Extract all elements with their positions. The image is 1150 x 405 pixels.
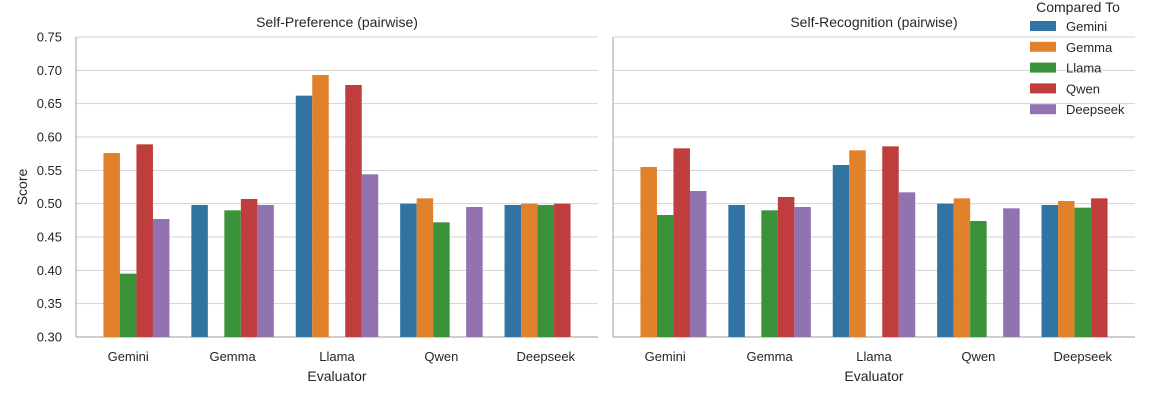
bar-gemini-llama: [295, 95, 313, 338]
legend-title: Compared To: [1036, 0, 1120, 15]
bar-qwen-gemma: [777, 197, 795, 337]
legend-swatch: [1030, 104, 1056, 115]
x-tick-label: Deepseek: [1054, 349, 1113, 364]
y-tick-label: 0.40: [37, 263, 62, 278]
bar-gemini-deepseek: [1041, 205, 1059, 337]
x-tick-label: Gemini: [645, 349, 686, 364]
legend-swatch: [1030, 41, 1056, 52]
bar-llama-gemma: [761, 210, 778, 337]
bar-gemma-deepseek: [1058, 201, 1075, 337]
bar-gemini-gemma: [728, 205, 745, 337]
bar-deepseek-gemini: [152, 219, 170, 337]
y-tick-label: 0.55: [37, 163, 62, 178]
bar-gemini-deepseek: [504, 205, 522, 337]
bar-gemma-qwen: [416, 198, 434, 337]
chart-title: Self-Preference (pairwise): [256, 14, 418, 30]
y-tick-label: 0.70: [37, 63, 62, 78]
y-axis-label: Score: [14, 169, 30, 206]
bar-gemma-deepseek: [521, 203, 538, 337]
bar-gemini-qwen: [400, 203, 417, 337]
x-tick-label: Llama: [319, 349, 355, 364]
y-tick-label: 0.45: [37, 230, 62, 245]
legend-item-gemma: Gemma: [1030, 40, 1113, 55]
x-tick-label: Qwen: [424, 349, 458, 364]
bar-qwen-llama: [882, 146, 899, 337]
bar-qwen-gemma: [240, 199, 258, 337]
bar-qwen-gemini: [136, 144, 153, 337]
y-tick-label: 0.75: [37, 30, 62, 45]
bar-deepseek-qwen: [1003, 208, 1020, 337]
bar-deepseek-gemma: [794, 207, 811, 337]
legend-label: Qwen: [1066, 81, 1100, 96]
x-tick-label: Gemini: [108, 349, 149, 364]
bar-gemma-llama: [849, 150, 866, 337]
bar-llama-gemma: [224, 210, 241, 337]
legend-item-llama: Llama: [1030, 61, 1102, 76]
bar-deepseek-llama: [361, 174, 379, 337]
bar-llama-qwen: [433, 222, 450, 337]
bar-gemini-gemma: [191, 205, 208, 337]
y-tick-label: 0.65: [37, 96, 62, 111]
x-tick-label: Gemma: [209, 349, 256, 364]
x-tick-label: Deepseek: [517, 349, 576, 364]
y-tick-label: 0.35: [37, 296, 62, 311]
bar-llama-qwen: [970, 221, 987, 337]
legend-item-qwen: Qwen: [1030, 81, 1100, 96]
bar-llama-deepseek: [537, 205, 555, 337]
x-tick-label: Llama: [856, 349, 892, 364]
legend-swatch: [1030, 21, 1056, 31]
bar-gemini-qwen: [937, 203, 954, 337]
x-tick-label: Gemma: [746, 349, 793, 364]
bar-gemma-qwen: [953, 198, 971, 337]
bar-gemma-llama: [312, 75, 329, 337]
bar-llama-gemini: [119, 273, 137, 337]
bar-deepseek-qwen: [466, 207, 483, 337]
bar-gemini-llama: [832, 165, 850, 337]
bar-qwen-llama: [345, 85, 362, 337]
legend-swatch: [1030, 62, 1056, 73]
bar-gemma-gemini: [103, 153, 120, 337]
legend-label: Llama: [1066, 61, 1102, 76]
x-axis-label: Evaluator: [844, 368, 903, 384]
bar-qwen-deepseek: [1091, 198, 1108, 337]
bar-deepseek-gemini: [689, 191, 707, 337]
legend-label: Gemini: [1066, 19, 1107, 34]
bar-deepseek-gemma: [257, 205, 274, 337]
y-tick-label: 0.60: [37, 130, 62, 145]
y-tick-label: 0.30: [37, 330, 62, 345]
chart-panel-2: Gemini Gemma Llama Qwen Deepseek Self-Recogni…: [612, 14, 1135, 384]
x-tick-label: Qwen: [961, 349, 995, 364]
legend-swatch: [1030, 83, 1056, 94]
legend: Compared To Gemini Gemma Llama Qwen Deepseek: [1030, 0, 1125, 117]
legend-label: Gemma: [1066, 40, 1113, 55]
chart-title: Self-Recognition (pairwise): [790, 14, 957, 30]
bar-gemma-gemini: [640, 167, 657, 337]
bar-llama-deepseek: [1074, 207, 1092, 337]
legend-item-gemini: Gemini: [1030, 19, 1107, 34]
x-axis-label: Evaluator: [307, 368, 366, 384]
legend-item-deepseek: Deepseek: [1030, 102, 1125, 117]
bar-llama-gemini: [656, 215, 674, 337]
bar-qwen-deepseek: [554, 203, 571, 337]
bar-deepseek-llama: [898, 192, 916, 337]
bar-qwen-gemini: [673, 148, 690, 337]
y-tick-label: 0.50: [37, 196, 62, 211]
chart-panel-1: 0.30 0.35 0.40 0.45 0.50 0.55 0.60 0.65 0.70 0.75…: [14, 14, 598, 384]
legend-label: Deepseek: [1066, 102, 1125, 117]
